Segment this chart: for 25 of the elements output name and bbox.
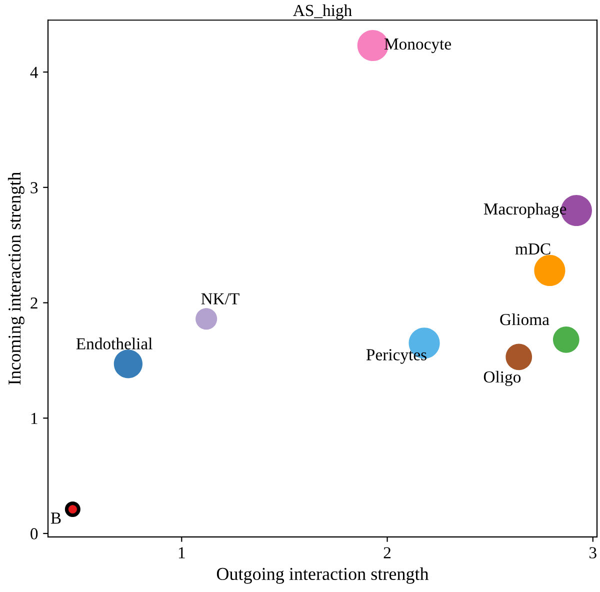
series-label: mDC — [515, 243, 550, 255]
point — [552, 326, 580, 353]
y-tick-label: 2 — [30, 298, 38, 309]
x-tick-label: 3 — [590, 547, 596, 558]
x-tick-label: 1 — [178, 547, 185, 558]
series-label: Monocyte — [384, 38, 451, 54]
chart-title: AS_high — [293, 4, 352, 20]
series-label: NK/T — [201, 293, 240, 304]
x-tick-label: 2 — [384, 547, 391, 558]
point — [64, 502, 80, 518]
x-axis-title: Outgoing interaction strength — [216, 567, 429, 584]
point — [506, 344, 532, 370]
point — [534, 254, 566, 286]
series-label: Endothelial — [76, 338, 152, 350]
point — [114, 350, 143, 378]
series-label: Pericytes — [366, 349, 426, 364]
series-label: Oligo — [484, 370, 521, 386]
series-label: Glioma — [500, 313, 550, 326]
y-tick-label: 1 — [31, 412, 38, 424]
series-label: B — [50, 512, 61, 524]
y-axis-title: Incoming interaction strength — [8, 172, 24, 385]
point — [196, 308, 218, 330]
y-tick-label: 3 — [30, 182, 38, 194]
y-tick-label: 4 — [30, 66, 38, 78]
y-tick-label: 0 — [30, 528, 38, 540]
